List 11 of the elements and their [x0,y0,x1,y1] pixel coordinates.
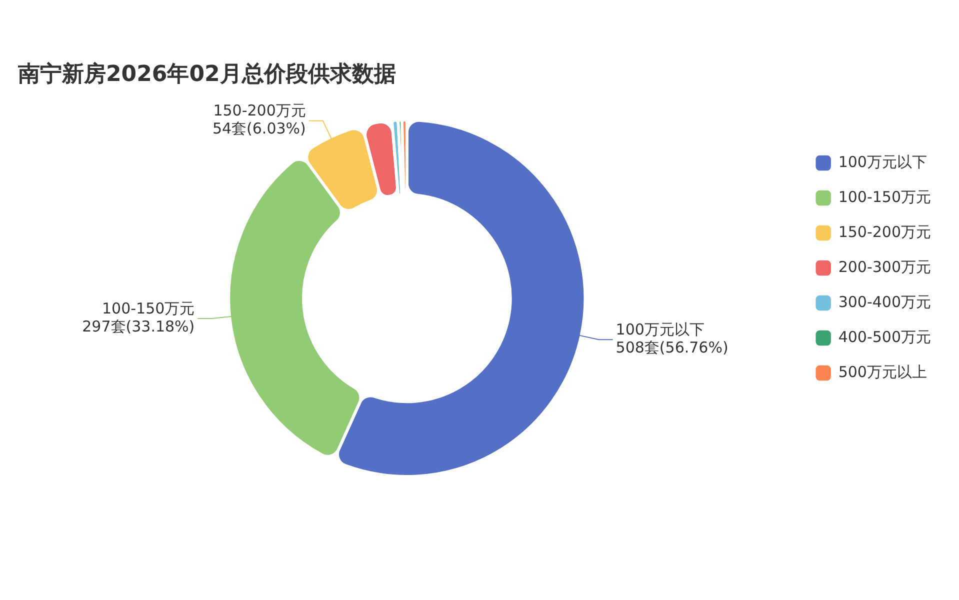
legend-label: 300-400万元 [838,292,932,311]
chart-title: 南宁新房2026年02月总价段供求数据 [17,60,396,87]
legend-label: 200-300万元 [838,258,932,276]
legend-label: 100-150万元 [838,188,932,206]
legend-label: 150-200万元 [838,222,932,241]
data-label: 100万元以下 508套(56.76%) [616,320,728,356]
legend-label: 100万元以下 [838,152,927,171]
legend-label: 500万元以上 [838,362,927,381]
data-label: 100-150万元 297套(33.18%) [82,299,195,336]
legend-label: 400-500万元 [838,328,932,346]
data-label: 150-200万元 54套(6.03%) [212,102,306,138]
